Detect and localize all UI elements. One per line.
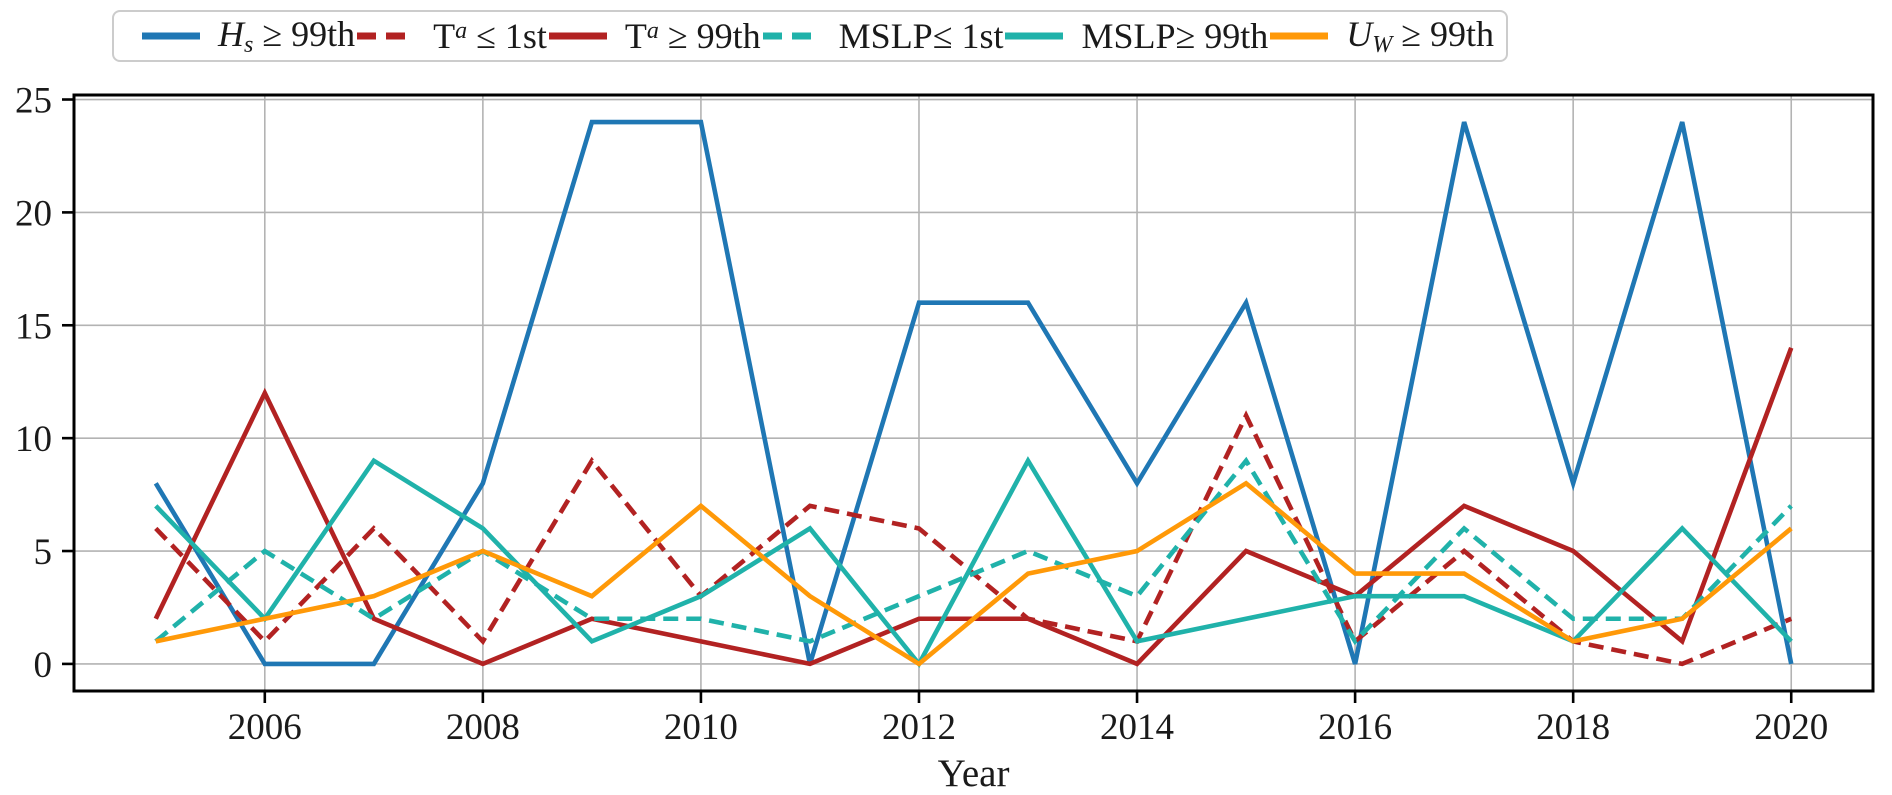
series-line-mslp-99th bbox=[154, 456, 1793, 669]
x-tick-label: 2012 bbox=[882, 707, 956, 748]
plot-border bbox=[72, 93, 1875, 693]
legend-line-sample bbox=[357, 32, 416, 40]
legend-item-2: Ta ≥ 99th bbox=[547, 15, 761, 57]
x-tick-label: 2018 bbox=[1536, 707, 1610, 748]
y-tick-label: 25 bbox=[15, 81, 52, 122]
legend-label: Ta ≥ 99th bbox=[624, 16, 761, 56]
legend-label: Ta ≤ 1st bbox=[433, 16, 547, 56]
legend-item-3: MSLP≤ 1st bbox=[761, 15, 1004, 57]
legend-item-5: UW ≥ 99th bbox=[1268, 13, 1494, 59]
x-axis-label: Year bbox=[938, 752, 1010, 795]
y-tick-label: 15 bbox=[15, 306, 52, 347]
legend-line-sample bbox=[142, 32, 200, 40]
y-tick-label: 20 bbox=[15, 193, 52, 234]
legend-item-4: MSLP≥ 99th bbox=[1003, 15, 1268, 57]
x-tick-label: 2008 bbox=[446, 707, 520, 748]
series-line-mslp-1st bbox=[154, 456, 1793, 646]
legend-item-0: Hs ≥ 99th bbox=[140, 13, 355, 59]
y-tick-label: 0 bbox=[34, 645, 53, 686]
legend-line-sample bbox=[762, 32, 821, 40]
legend-item-1: Ta ≤ 1st bbox=[355, 15, 547, 57]
legend-label: UW ≥ 99th bbox=[1346, 14, 1495, 58]
x-tick-label: 2016 bbox=[1318, 707, 1392, 748]
legend-label: MSLP≤ 1st bbox=[838, 16, 1004, 56]
legend: Hs ≥ 99th Ta ≤ 1st Ta ≥ 99th MSLP≤ 1st MSLP≥… bbox=[112, 10, 1508, 62]
y-tick-label: 10 bbox=[15, 419, 52, 460]
series-line-uw-99th bbox=[155, 480, 1793, 667]
legend-line-sample bbox=[548, 32, 607, 40]
y-tick-label: 5 bbox=[34, 532, 53, 573]
legend-line-sample bbox=[1270, 32, 1329, 40]
legend-label: Hs ≥ 99th bbox=[218, 14, 356, 58]
x-tick-label: 2014 bbox=[1100, 707, 1174, 748]
x-tick-label: 2006 bbox=[228, 707, 302, 748]
x-tick-label: 2020 bbox=[1754, 707, 1828, 748]
legend-line-sample bbox=[1005, 32, 1064, 40]
x-tick-label: 2010 bbox=[664, 707, 738, 748]
legend-label: MSLP≥ 99th bbox=[1081, 16, 1269, 56]
